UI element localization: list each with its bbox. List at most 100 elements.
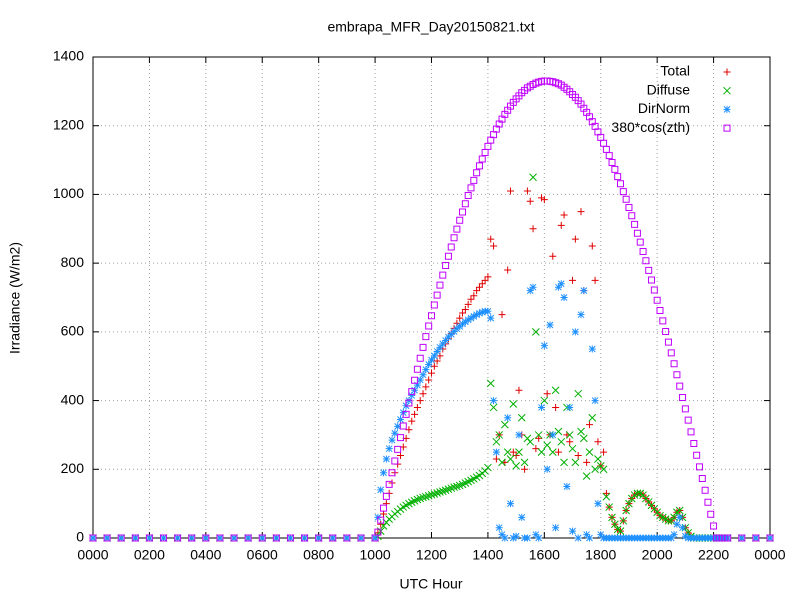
point	[571, 458, 580, 467]
point	[329, 534, 337, 542]
point	[475, 309, 483, 317]
point	[230, 534, 238, 542]
point	[430, 352, 438, 360]
point	[622, 506, 630, 515]
point	[405, 397, 413, 405]
point	[413, 403, 421, 411]
point	[518, 89, 526, 97]
point	[202, 534, 210, 542]
point	[329, 534, 337, 542]
point	[523, 84, 531, 92]
x-tick-label: 2200	[698, 547, 729, 563]
point	[616, 180, 624, 188]
x-tick-label: 2000	[642, 547, 673, 563]
point	[523, 534, 531, 542]
x-tick-label: 0400	[190, 547, 221, 563]
point	[456, 216, 464, 224]
point	[673, 371, 681, 379]
point	[521, 465, 529, 473]
point	[286, 534, 294, 542]
point	[752, 534, 760, 542]
point	[664, 516, 673, 525]
point	[526, 437, 535, 446]
point	[377, 520, 385, 528]
point	[526, 287, 534, 295]
point	[490, 131, 498, 139]
point	[549, 431, 557, 439]
point	[117, 534, 125, 542]
point	[532, 531, 540, 539]
point	[461, 318, 469, 326]
point	[752, 534, 760, 542]
point	[574, 389, 583, 398]
point	[512, 461, 520, 470]
point	[461, 200, 469, 208]
point	[551, 386, 560, 395]
point	[427, 490, 436, 499]
point	[523, 187, 531, 195]
point	[145, 534, 153, 542]
point	[579, 434, 588, 443]
legend-marker	[723, 68, 731, 76]
point	[645, 266, 653, 274]
point	[560, 294, 568, 301]
point	[659, 317, 667, 325]
point	[413, 381, 421, 389]
point	[577, 208, 585, 216]
x-tick-label: 0800	[303, 547, 334, 563]
point	[489, 403, 498, 412]
point	[681, 405, 689, 413]
point	[484, 273, 492, 281]
point	[537, 448, 546, 456]
point	[577, 100, 585, 108]
x-tick-label: 1600	[529, 547, 560, 563]
point	[679, 393, 687, 401]
point	[501, 534, 509, 542]
point	[419, 390, 427, 398]
point	[430, 362, 438, 370]
point	[492, 125, 500, 133]
point	[577, 427, 585, 436]
point	[535, 534, 543, 542]
point	[543, 390, 551, 398]
point	[591, 122, 599, 130]
point	[546, 321, 554, 329]
point	[684, 416, 692, 424]
point	[667, 349, 675, 357]
point	[301, 534, 309, 542]
point	[591, 465, 599, 474]
point	[540, 396, 549, 405]
point	[701, 486, 709, 494]
legend-label: 380*cos(zth)	[611, 119, 690, 135]
point	[495, 524, 503, 532]
point	[160, 534, 168, 542]
point	[594, 455, 602, 463]
point	[357, 534, 365, 542]
point	[464, 316, 472, 324]
point	[588, 345, 596, 353]
point	[521, 86, 529, 94]
point	[388, 469, 396, 477]
point	[388, 436, 396, 444]
point	[616, 527, 625, 535]
point	[710, 522, 718, 530]
point	[419, 371, 427, 379]
point	[529, 173, 537, 182]
point	[470, 292, 478, 300]
point	[492, 448, 500, 456]
x-tick-label: 1400	[472, 547, 503, 563]
point	[380, 510, 388, 518]
point	[690, 440, 698, 448]
point	[478, 155, 486, 163]
point	[470, 176, 478, 184]
point	[693, 451, 701, 459]
point	[585, 113, 593, 121]
point	[670, 531, 678, 539]
point	[498, 311, 506, 319]
point	[532, 79, 540, 87]
point	[670, 360, 678, 368]
point	[664, 338, 672, 346]
point	[571, 93, 579, 101]
point	[484, 307, 492, 315]
point	[436, 281, 444, 289]
